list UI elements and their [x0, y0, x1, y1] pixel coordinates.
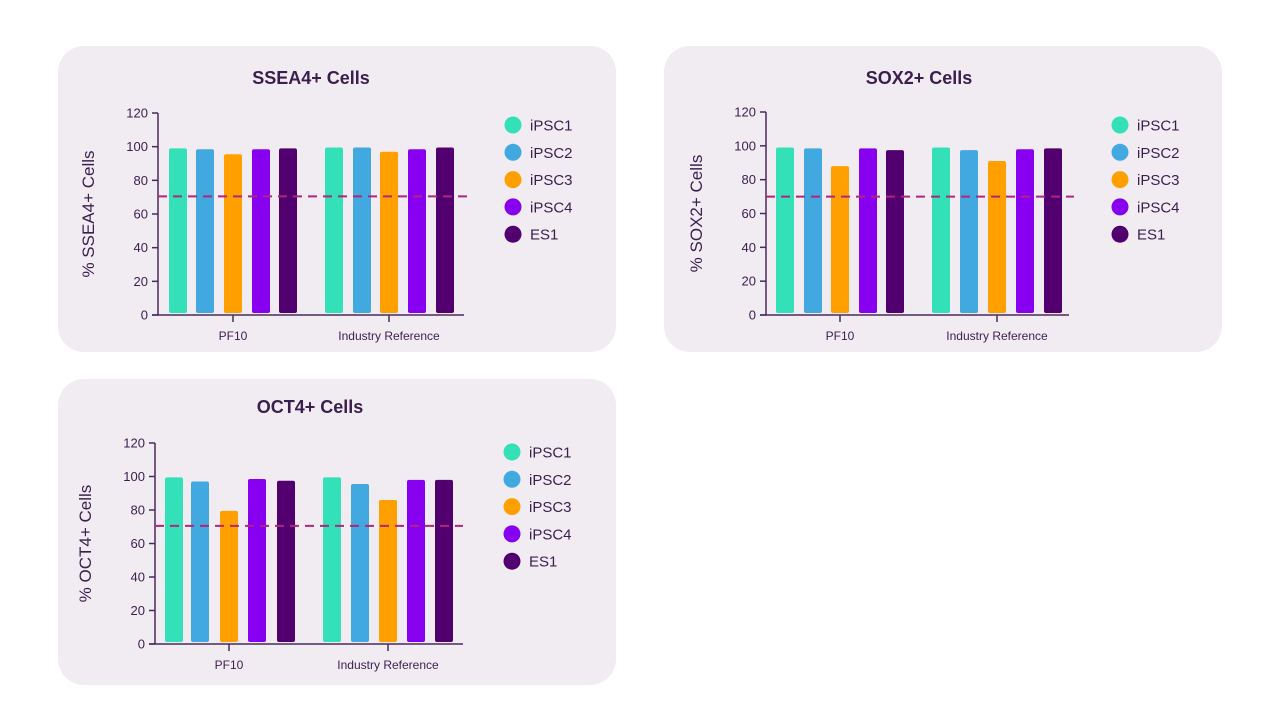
legend-marker-iPSC3	[503, 498, 521, 516]
bar-iPSC2-industry-reference	[960, 150, 978, 313]
y-tick-label: 120	[126, 106, 148, 121]
x-tick-label: PF10	[215, 658, 244, 672]
y-tick-label: 0	[749, 308, 756, 323]
chart-title: SSEA4+ Cells	[252, 68, 370, 88]
bar-iPSC2-pf10	[191, 481, 209, 642]
chart-panel-sox2: SOX2+ Cells % SOX2+ Cells 0 20 40 60 80 100 120 P…	[664, 46, 1222, 352]
legend-marker-iPSC1	[504, 116, 522, 134]
chart-panel-oct4: OCT4+ Cells % OCT4+ Cells 0 20 40 60 80 100 120 P…	[58, 379, 616, 685]
bar-iPSC4-pf10	[248, 479, 266, 642]
bar-ES1-pf10	[886, 150, 904, 313]
bar-ES1-pf10	[277, 480, 295, 642]
bar-iPSC1-pf10	[165, 477, 183, 642]
y-tick-label: 80	[134, 173, 148, 188]
y-tick-label: 40	[131, 570, 145, 585]
x-tick-label: Industry Reference	[338, 329, 440, 343]
legend-marker-iPSC2	[1111, 143, 1129, 161]
bar-iPSC1-industry-reference	[323, 477, 341, 642]
y-tick-label: 60	[134, 207, 148, 222]
bar-ES1-industry-reference	[436, 147, 454, 313]
y-tick-label: 120	[734, 105, 756, 120]
legend-marker-iPSC1	[503, 443, 521, 461]
legend-label-iPSC3: iPSC3	[530, 172, 573, 189]
legend-marker-iPSC2	[504, 143, 522, 161]
legend-marker-ES1	[504, 225, 522, 243]
legend-label-iPSC3: iPSC3	[529, 499, 572, 516]
legend-label-iPSC2: iPSC2	[530, 145, 573, 162]
y-tick-label: 40	[134, 240, 148, 255]
legend-marker-ES1	[503, 552, 521, 570]
legend-label-iPSC2: iPSC2	[1137, 145, 1180, 162]
legend-marker-ES1	[1111, 225, 1129, 243]
legend-label-ES1: ES1	[529, 554, 557, 571]
bar-iPSC2-pf10	[196, 149, 214, 313]
legend-marker-iPSC3	[1111, 171, 1129, 189]
legend-label-iPSC1: iPSC1	[1137, 118, 1180, 135]
bar-iPSC1-pf10	[169, 148, 187, 313]
chart-panel-ssea4: SSEA4+ Cells % SSEA4+ Cells 0 20 40 60 80 100 12…	[58, 46, 616, 352]
legend-label-iPSC1: iPSC1	[529, 445, 572, 462]
legend-label-iPSC3: iPSC3	[1137, 172, 1180, 189]
y-tick-label: 100	[123, 469, 145, 484]
bar-iPSC3-pf10	[224, 154, 242, 313]
x-tick-label: PF10	[826, 329, 855, 343]
legend-label-iPSC4: iPSC4	[1137, 199, 1180, 216]
bar-iPSC1-industry-reference	[325, 147, 343, 313]
y-tick-label: 0	[141, 308, 148, 323]
bar-iPSC3-industry-reference	[380, 151, 398, 313]
y-tick-label: 40	[742, 240, 756, 255]
y-tick-label: 0	[138, 637, 145, 652]
bar-iPSC3-pf10	[831, 166, 849, 313]
legend-marker-iPSC2	[503, 470, 521, 488]
bar-iPSC3-industry-reference	[379, 499, 397, 642]
legend-marker-iPSC4	[503, 525, 521, 543]
bar-iPSC3-industry-reference	[988, 161, 1006, 313]
legend-marker-iPSC4	[1111, 198, 1129, 216]
chart-title: OCT4+ Cells	[257, 397, 364, 417]
legend-label-iPSC1: iPSC1	[530, 118, 573, 135]
x-tick-label: Industry Reference	[946, 329, 1048, 343]
x-tick-label: PF10	[219, 329, 248, 343]
y-tick-label: 20	[131, 603, 145, 618]
legend-label-ES1: ES1	[530, 227, 558, 244]
y-tick-label: 20	[134, 274, 148, 289]
bar-ES1-pf10	[279, 148, 297, 313]
y-tick-label: 20	[742, 274, 756, 289]
y-axis-label: % SOX2+ Cells	[687, 155, 706, 273]
bar-iPSC4-pf10	[252, 149, 270, 313]
bar-iPSC1-industry-reference	[932, 147, 950, 313]
bar-ES1-industry-reference	[435, 479, 453, 642]
y-tick-label: 80	[131, 503, 145, 518]
bar-iPSC4-industry-reference	[408, 149, 426, 313]
bar-iPSC2-industry-reference	[353, 147, 371, 313]
legend-label-iPSC4: iPSC4	[529, 526, 572, 543]
chart-ssea4: SSEA4+ Cells % SSEA4+ Cells 0 20 40 60 80 100 12…	[79, 68, 573, 343]
y-tick-label: 60	[131, 536, 145, 551]
bar-iPSC2-pf10	[804, 148, 822, 313]
bar-iPSC1-pf10	[776, 147, 794, 313]
chart-title: SOX2+ Cells	[866, 68, 973, 88]
y-tick-label: 100	[126, 139, 148, 154]
x-tick-label: Industry Reference	[337, 658, 439, 672]
bar-iPSC2-industry-reference	[351, 484, 369, 642]
y-axis-label: % SSEA4+ Cells	[79, 150, 98, 277]
y-tick-label: 60	[742, 206, 756, 221]
bar-iPSC4-pf10	[859, 148, 877, 313]
bar-iPSC3-pf10	[220, 510, 238, 642]
chart-oct4: OCT4+ Cells % OCT4+ Cells 0 20 40 60 80 100 120 P…	[76, 397, 572, 672]
bar-iPSC4-industry-reference	[407, 479, 425, 642]
bar-iPSC4-industry-reference	[1016, 149, 1034, 313]
legend-marker-iPSC4	[504, 198, 522, 216]
y-tick-label: 100	[734, 138, 756, 153]
legend-label-ES1: ES1	[1137, 227, 1165, 244]
legend-marker-iPSC1	[1111, 116, 1129, 134]
y-axis-label: % OCT4+ Cells	[76, 485, 95, 603]
legend-marker-iPSC3	[504, 171, 522, 189]
y-tick-label: 80	[742, 172, 756, 187]
bar-ES1-industry-reference	[1044, 148, 1062, 313]
legend-label-iPSC2: iPSC2	[529, 472, 572, 489]
legend-label-iPSC4: iPSC4	[530, 199, 573, 216]
chart-sox2: SOX2+ Cells % SOX2+ Cells 0 20 40 60 80 100 120 P…	[687, 68, 1180, 343]
y-tick-label: 120	[123, 436, 145, 451]
